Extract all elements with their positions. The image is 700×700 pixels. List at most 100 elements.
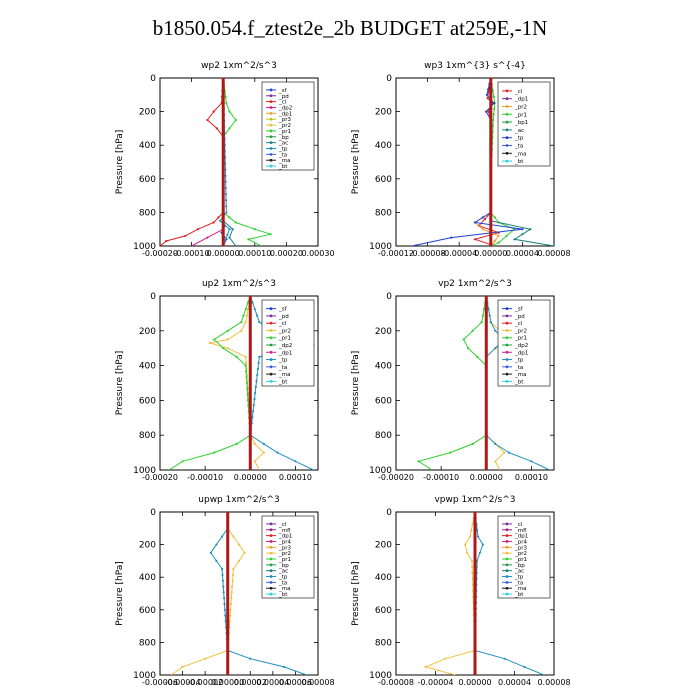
y-tick-label: 600 (139, 396, 156, 406)
legend-label: _bt (514, 592, 524, 598)
series-marker (228, 216, 231, 219)
y-tick-label: 400 (375, 362, 392, 372)
series-marker (225, 102, 228, 105)
y-axis-label: Pressure [hPa] (115, 561, 125, 626)
x-tick-label: 0.00006 (279, 678, 312, 687)
legend-label: _bt (514, 159, 524, 165)
legend-marker (269, 141, 273, 145)
legend-label: _cl (514, 321, 523, 327)
series-marker (247, 238, 250, 241)
legend: _cl _dp1 _pr2_pr1 _bp1 _ac _tp _ta_ma _bt (497, 81, 551, 167)
series-marker (242, 314, 245, 317)
series-marker (232, 535, 235, 538)
chart-panel-4: vp2 1xm^2/s^3 Pressure [hPa] 0 200 400 600 800… (351, 279, 555, 482)
y-tick-label: 0 (386, 74, 392, 84)
legend-label: _ta (514, 144, 523, 150)
series-marker (232, 567, 235, 571)
series-marker (470, 529, 473, 532)
legend-label: _ma (278, 158, 290, 164)
series-marker (245, 381, 248, 385)
series-marker (494, 329, 497, 332)
legend-marker (269, 343, 273, 347)
series-marker (521, 233, 524, 236)
series-marker (255, 379, 258, 383)
legend-marker (269, 586, 273, 590)
legend-marker (269, 350, 273, 354)
y-axis-label: Pressure [hPa] (115, 351, 125, 416)
x-tick-label: 0.00008 (537, 678, 570, 687)
series-marker (254, 385, 257, 389)
series-marker (184, 234, 187, 237)
series-marker (251, 301, 254, 304)
series-group (168, 296, 315, 470)
series-marker (482, 308, 486, 311)
series-marker (487, 88, 490, 91)
series-marker (181, 460, 184, 463)
legend-label: _bp (278, 563, 289, 569)
series-marker (234, 118, 237, 122)
series-marker (417, 460, 420, 463)
legend-marker (269, 88, 273, 92)
legend-label: _cl (514, 522, 523, 528)
legend-label: _pr1 (514, 557, 527, 563)
series-marker (221, 535, 224, 538)
legend-marker (269, 522, 273, 526)
series-marker (494, 442, 497, 445)
legend-label: _dp1 (278, 350, 292, 356)
series-marker (224, 174, 227, 177)
legend-label: _sf (278, 307, 288, 313)
series-marker (240, 321, 243, 324)
series-marker (253, 228, 256, 231)
series-marker (234, 221, 237, 224)
series-marker (206, 236, 209, 239)
plot-frame (159, 511, 319, 676)
series-marker (212, 110, 215, 113)
series-marker (223, 602, 226, 606)
legend-label: _ac (514, 128, 524, 134)
legend-label: _bt (278, 164, 288, 170)
series-marker (487, 110, 490, 113)
y-tick-label: 400 (375, 573, 392, 583)
y-tick-label: 1000 (133, 242, 156, 252)
x-tick-label: -0.00020 (142, 473, 178, 482)
series-marker (488, 314, 491, 317)
y-axis-label: Pressure [hPa] (351, 561, 361, 626)
series-marker (228, 228, 231, 231)
series-marker (521, 228, 524, 231)
series-marker (231, 579, 234, 582)
series-marker (493, 107, 496, 110)
y-tick-label: 1000 (369, 466, 392, 476)
legend-box (497, 299, 551, 387)
series-line-pr2 (424, 512, 476, 675)
y-tick-label: 200 (139, 108, 156, 118)
series-marker (243, 551, 246, 554)
legend-marker (269, 557, 273, 561)
series-marker (478, 551, 481, 554)
chart-title: up2 1xm^2/s^3 (202, 279, 276, 289)
legend-label: _pr2 (514, 105, 527, 111)
legend-marker (269, 372, 273, 376)
series-marker (181, 665, 184, 669)
y-tick-label: 200 (375, 541, 392, 551)
x-tick-label: -0.00010 (187, 473, 223, 482)
x-tick-label: 0.00010 (279, 473, 312, 482)
y-tick-label: 1000 (133, 466, 156, 476)
series-line-pr1 (417, 296, 487, 470)
plot-frame (395, 77, 555, 247)
series-marker (229, 614, 232, 617)
series-marker (229, 602, 232, 606)
legend-marker (505, 551, 509, 555)
y-tick-label: 400 (139, 141, 156, 151)
x-tick-label: 0.00004 (256, 678, 289, 687)
legend-marker (269, 569, 273, 573)
series-marker (529, 228, 532, 231)
series-marker (230, 597, 233, 600)
legend-label: _pr3 (278, 545, 292, 551)
legend-marker (505, 372, 509, 376)
series-marker (237, 559, 241, 563)
legend-marker (269, 135, 273, 139)
legend-label: _dp2 (514, 343, 528, 349)
series-marker (206, 118, 209, 122)
series-marker (235, 442, 238, 445)
